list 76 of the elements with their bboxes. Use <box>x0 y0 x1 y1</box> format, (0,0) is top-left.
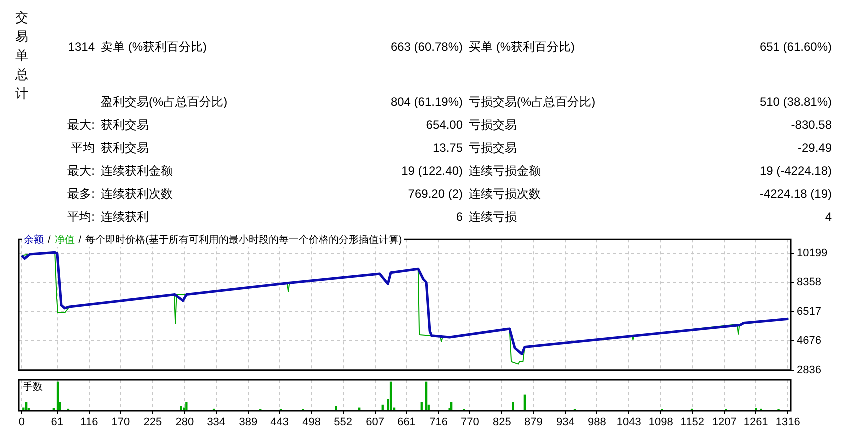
annotation: / <box>48 235 51 246</box>
x-tick-label: 770 <box>461 416 480 427</box>
x-tick-label: 1207 <box>712 416 737 427</box>
text: -830.58 <box>791 117 832 133</box>
y-tick-label: 6517 <box>797 306 822 318</box>
x-tick-label: 61 <box>51 416 64 427</box>
chart-title: 每个即时价格(基于所有可利用的最小时段的每一个价格的分形插值计算) <box>86 235 402 246</box>
text: -29.49 <box>798 140 832 156</box>
x-tick-label: 116 <box>80 416 98 427</box>
annotation: / <box>78 235 82 246</box>
bar <box>335 406 338 411</box>
x-tick-label: 1152 <box>680 416 704 427</box>
text: 交易单总计 <box>14 9 30 103</box>
x-tick-label: 1261 <box>744 416 768 427</box>
series-label: 余额 <box>24 235 44 246</box>
text: 连续获利次数 <box>101 186 173 202</box>
text: 13.75 <box>432 140 463 156</box>
text: 19 (-4224.18) <box>760 163 832 179</box>
text: 1314 <box>68 39 95 55</box>
text: 盈利交易(%占总百分比) <box>101 94 228 110</box>
text: 买单 (%获利百分比) <box>469 39 575 55</box>
text: 6 <box>456 209 463 225</box>
x-tick-label: 225 <box>144 416 162 427</box>
text: 最大: <box>68 163 95 179</box>
text: 连续亏损次数 <box>469 186 541 202</box>
text: 卖单 (%获利百分比) <box>101 39 207 55</box>
text: 804 (61.19%) <box>390 94 463 110</box>
text: 亏损交易(%占总百分比) <box>469 94 596 110</box>
x-tick-label: 389 <box>239 416 258 427</box>
text: 最大: <box>68 117 95 133</box>
y-tick-label: 10199 <box>797 247 828 260</box>
text: 510 (38.81%) <box>760 94 832 110</box>
x-tick-label: 716 <box>430 416 448 427</box>
x-tick-label: 661 <box>398 416 416 427</box>
x-tick-label: 170 <box>112 416 130 427</box>
x-tick-label: 334 <box>207 416 226 427</box>
y-tick-label: 8358 <box>797 276 822 289</box>
x-tick-label: 934 <box>556 416 575 427</box>
text: 663 (60.78%) <box>390 39 463 55</box>
bar <box>425 382 428 411</box>
text: 亏损交易 <box>469 117 517 133</box>
x-tick-label: 443 <box>270 416 290 427</box>
text: 获利交易 <box>101 117 149 133</box>
text: 获利交易 <box>101 140 149 156</box>
x-tick-label: 498 <box>302 416 322 427</box>
x-tick-label: 988 <box>588 416 606 427</box>
text: 769.20 (2) <box>408 186 463 202</box>
text: 亏损交易 <box>469 140 517 156</box>
text: 651 (61.60%) <box>760 39 832 55</box>
text: 连续获利 <box>101 209 149 225</box>
series-label: 净值 <box>54 235 75 246</box>
text: 连续亏损 <box>469 209 517 225</box>
bar <box>186 402 188 411</box>
text: 654.00 <box>426 117 463 133</box>
x-tick-label: 552 <box>334 416 352 427</box>
text: 最多: <box>68 186 95 202</box>
x-tick-label: 1043 <box>616 416 642 427</box>
text: 平均 <box>71 140 95 156</box>
y-tick-label: 2836 <box>797 364 822 376</box>
text: 连续亏损金额 <box>469 163 541 179</box>
x-tick-label: 879 <box>524 416 543 427</box>
x-tick-label: 825 <box>493 416 512 427</box>
text: -4224.18 (19) <box>760 186 832 202</box>
x-tick-label: 0 <box>18 416 25 427</box>
x-tick-label: 607 <box>366 416 384 427</box>
bar <box>512 402 514 411</box>
text: 平均: <box>68 209 95 225</box>
y-tick-label: 4676 <box>797 335 822 348</box>
x-tick-label: 1098 <box>648 416 674 427</box>
text: 4 <box>825 209 832 225</box>
text: 19 (122.40) <box>402 163 463 179</box>
x-tick-label: 280 <box>176 416 194 427</box>
x-tick-label: 1316 <box>776 416 800 427</box>
chart-title: 手数 <box>23 382 43 394</box>
bar <box>390 382 392 411</box>
text: 连续获利金额 <box>101 163 173 179</box>
